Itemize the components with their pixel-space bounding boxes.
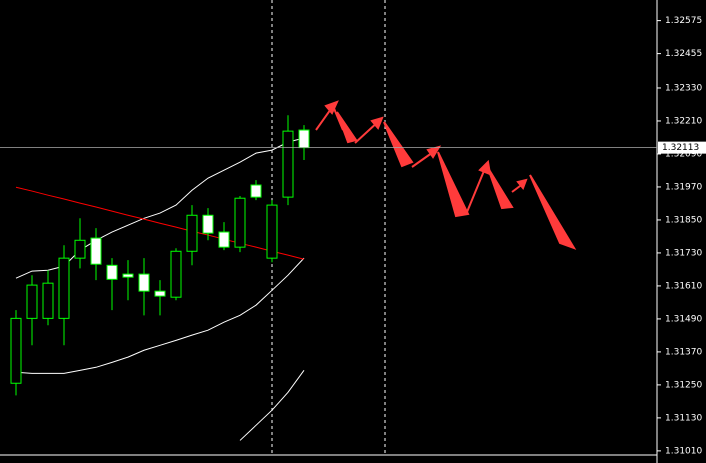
candle-body (42, 282, 54, 319)
candle-body (26, 284, 38, 319)
y-tick-label: 1.32575 (665, 16, 702, 26)
candle-body (90, 237, 102, 265)
indicator-line (239, 370, 305, 441)
arrow (466, 165, 487, 213)
candle-body (250, 184, 262, 198)
candle-body (122, 273, 134, 278)
candle-body (282, 130, 294, 198)
y-tick-label: 1.31970 (665, 182, 702, 192)
y-tick-label: 1.32330 (665, 83, 702, 93)
candle-body (266, 204, 278, 259)
candle-body (298, 129, 310, 149)
y-tick-label: 1.31850 (665, 215, 702, 225)
candle-body (10, 317, 22, 384)
y-tick-label: 1.32455 (665, 49, 702, 59)
arrow-head (426, 145, 442, 159)
candle-body (186, 214, 198, 252)
arrow-head (516, 178, 528, 190)
arrow (437, 151, 470, 218)
arrow-head (324, 100, 339, 115)
candle-body (170, 250, 182, 298)
candle-body (202, 214, 214, 234)
indicator-line (15, 257, 305, 374)
arrow-head (370, 116, 384, 130)
arrow (529, 174, 577, 250)
forecast-arrows (315, 100, 577, 250)
arrow (336, 111, 358, 144)
arrow (383, 121, 414, 168)
last-price-label: 1.32113 (662, 143, 699, 153)
y-tick-label: 1.31370 (665, 347, 702, 357)
last-price-box (658, 141, 706, 154)
y-tick-label: 1.31010 (665, 446, 702, 456)
candle-body (58, 257, 70, 319)
arrow (487, 167, 514, 210)
candle-body (218, 231, 230, 248)
candle-body (234, 197, 246, 248)
y-tick-label: 1.32210 (665, 116, 702, 126)
y-tick-label: 1.32090 (665, 149, 702, 159)
y-tick-label: 1.31730 (665, 248, 702, 258)
y-tick-label: 1.31610 (665, 281, 702, 291)
candle-body (138, 273, 150, 292)
candle-body (74, 239, 86, 259)
y-tick-label: 1.31250 (665, 380, 702, 390)
y-tick-label: 1.31130 (665, 413, 702, 423)
y-tick-label: 1.31490 (665, 314, 702, 324)
candle-body (154, 290, 166, 297)
candle-body (106, 264, 118, 280)
indicator-line (15, 186, 305, 260)
